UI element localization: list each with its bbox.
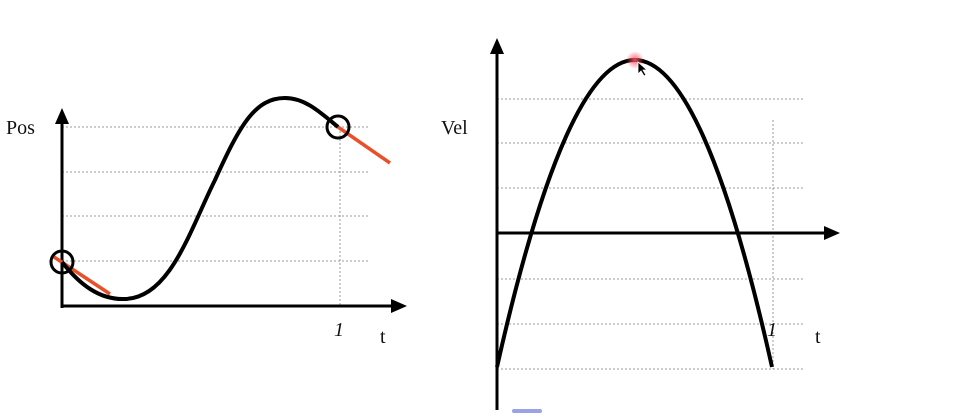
- scroll-indicator: [512, 409, 542, 413]
- x-axis-label: t: [380, 326, 386, 348]
- position-graph: Pos 1 t: [6, 95, 407, 348]
- position-curve: [60, 95, 340, 302]
- arrow-head: [55, 108, 69, 124]
- velocity-graph: Vel 1 t: [441, 38, 840, 413]
- x-axis-label: t: [815, 326, 821, 348]
- y-axis-label: Pos: [6, 117, 35, 139]
- tangent-end: [337, 125, 391, 165]
- arrow-head: [824, 226, 840, 240]
- endpoint-circle: [49, 249, 75, 275]
- velocity-curve: [495, 58, 774, 368]
- mouse-cursor: [637, 61, 649, 77]
- x-mark-label: 1: [767, 319, 777, 341]
- arrow-head: [391, 299, 407, 313]
- arrow-head: [490, 38, 504, 54]
- x-mark-label: 1: [334, 319, 344, 341]
- endpoint-circle: [325, 114, 351, 140]
- y-axis-label: Vel: [441, 117, 468, 139]
